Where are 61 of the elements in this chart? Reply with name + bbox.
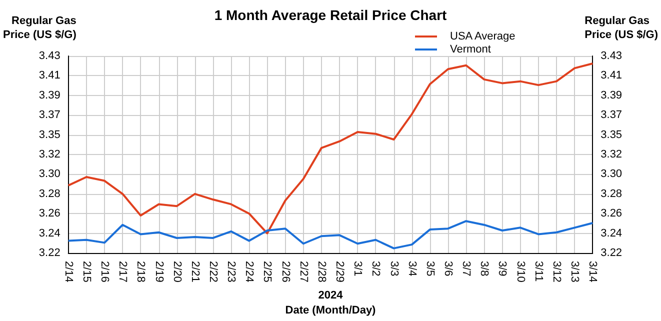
x-tick-label: 2/18 bbox=[134, 261, 147, 282]
x-tick-label: 3/10 bbox=[514, 261, 526, 282]
line-series bbox=[67, 220, 594, 250]
x-tick-label: 3/7 bbox=[460, 261, 472, 276]
x-tick-label: 2/19 bbox=[152, 261, 165, 282]
y-tick-label: 3.43 bbox=[38, 50, 60, 62]
text: 2024 bbox=[318, 290, 344, 302]
x-tick-label: 2/15 bbox=[80, 261, 92, 282]
y-tick-label: 3.35 bbox=[38, 128, 60, 141]
x-tick-label: 3/3 bbox=[388, 261, 400, 276]
y2-tick-label: 3.43 bbox=[600, 50, 622, 62]
legend-label: USA Average bbox=[450, 30, 516, 42]
x-tick-label: 2/20 bbox=[170, 261, 183, 282]
x-tick-label: 2/21 bbox=[188, 261, 201, 282]
x-tick-label: 2/14 bbox=[62, 261, 74, 282]
y-tick-label: 3.26 bbox=[38, 208, 60, 220]
x-tick-label: 2/16 bbox=[98, 261, 111, 282]
y2-tick-label: 3.32 bbox=[600, 148, 622, 160]
y2-tick-label: 3.39 bbox=[600, 89, 622, 102]
y-tick-label: 3.41 bbox=[38, 70, 60, 82]
x-tick-label: 3/11 bbox=[532, 261, 544, 282]
x-tick-label: 3/12 bbox=[550, 261, 562, 282]
x-tick-label: 2/28 bbox=[315, 261, 328, 282]
x-tick-label: 3/9 bbox=[496, 261, 508, 276]
x-tick-label: 2/25 bbox=[261, 261, 274, 282]
y2-tick-label: 3.26 bbox=[600, 208, 622, 220]
x-tick-label: 3/13 bbox=[568, 261, 581, 282]
x-tick-label: 3/1 bbox=[352, 261, 364, 276]
y2-tick-label: 3.37 bbox=[600, 109, 622, 122]
y-tick-label: 3.32 bbox=[38, 148, 60, 160]
x-tick-label: 2/26 bbox=[279, 261, 292, 282]
legend-label: Vermont bbox=[450, 44, 491, 56]
x-tick-label: 3/14 bbox=[586, 261, 599, 282]
x-tick-label: 2/27 bbox=[297, 261, 310, 282]
x-tick-label: 3/5 bbox=[424, 261, 436, 276]
y2-tick-label: 3.30 bbox=[600, 168, 622, 180]
y2-tick-label: 3.24 bbox=[600, 227, 622, 240]
y2-axis-title: Regular Gas Price (US $/G) bbox=[584, 15, 658, 41]
x-tick-label: 2/24 bbox=[243, 261, 256, 282]
x-tick-label: 2/17 bbox=[116, 261, 129, 282]
y-tick-label: 3.24 bbox=[38, 227, 60, 240]
x-tick-label: 3/4 bbox=[406, 261, 418, 276]
y-tick-label: 3.39 bbox=[38, 89, 60, 102]
y2-tick-label: 3.22 bbox=[600, 247, 622, 259]
x-tick-label: 3/2 bbox=[370, 261, 382, 276]
chart-title: 1 Month Average Retail Price Chart bbox=[214, 7, 448, 23]
x-tick-label: 2/23 bbox=[225, 261, 238, 282]
y2-tick-label: 3.35 bbox=[600, 128, 622, 141]
x-tick-label: 3/6 bbox=[442, 261, 454, 276]
line-series bbox=[67, 62, 594, 234]
y2-tick-label: 3.41 bbox=[600, 70, 622, 82]
x-tick-label: 2/29 bbox=[334, 261, 346, 282]
y-axis-title: Regular Gas Price (US $/G) bbox=[3, 15, 77, 41]
y-tick-label: 3.37 bbox=[38, 109, 60, 122]
y-tick-label: 3.22 bbox=[38, 247, 60, 259]
y-tick-label: 3.28 bbox=[38, 188, 60, 200]
y2-tick-label: 3.28 bbox=[600, 188, 622, 200]
x-axis-title: Date (Month/Day) bbox=[285, 304, 376, 316]
y-tick-label: 3.30 bbox=[38, 168, 60, 180]
x-tick-label: 2/22 bbox=[206, 261, 219, 282]
x-tick-label: 3/8 bbox=[478, 261, 490, 276]
